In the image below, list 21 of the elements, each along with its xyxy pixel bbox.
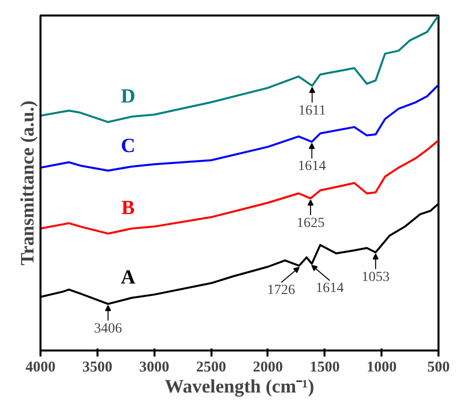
x-tick-label: 1000 xyxy=(366,360,397,376)
series-label: D xyxy=(120,85,136,108)
x-axis-title: Wavelength (cm⁻¹) xyxy=(164,376,314,398)
annotation: 1611 xyxy=(298,103,326,118)
x-tick-label: 500 xyxy=(427,360,450,376)
x-tick-label: 2500 xyxy=(196,360,226,376)
annotation: 1614 xyxy=(316,281,344,296)
series-label: B xyxy=(121,197,135,220)
annotation: 1614 xyxy=(298,159,326,174)
annotation: 1625 xyxy=(296,216,325,231)
x-tick-label: 1500 xyxy=(310,360,340,376)
series-label: C xyxy=(120,135,136,158)
annotation: 1053 xyxy=(362,270,390,285)
x-tick-label: 4000 xyxy=(26,360,56,376)
annotation: 3406 xyxy=(94,321,122,336)
annotation: 1726 xyxy=(267,283,296,298)
x-tick-label: 2000 xyxy=(252,360,283,376)
y-axis-title: Transmittance (a.u.) xyxy=(18,100,38,266)
x-tick-label: 3500 xyxy=(82,360,112,376)
series-label: A xyxy=(120,266,136,289)
x-tick-label: 3000 xyxy=(139,360,170,376)
